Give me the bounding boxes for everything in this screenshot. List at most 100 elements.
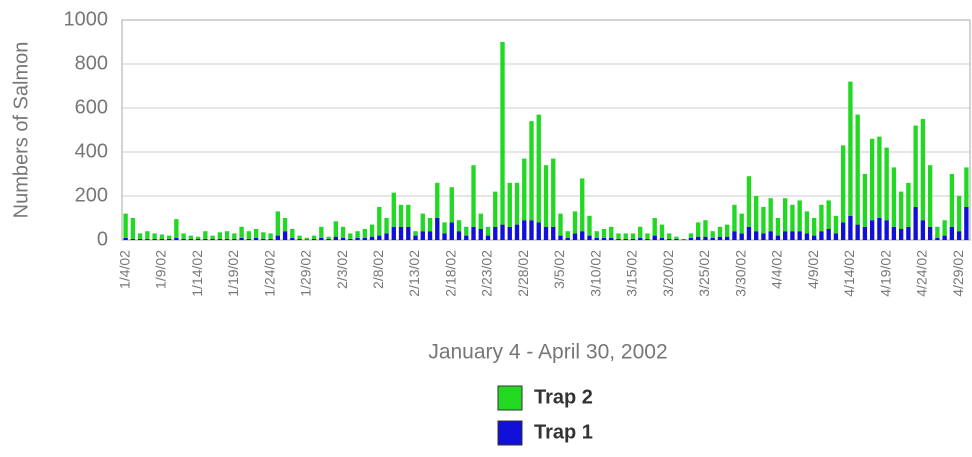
bar-segment [203,239,207,240]
bar-segment [834,233,838,240]
bar-segment [580,231,584,240]
bar-segment [218,232,222,239]
bar-segment [210,236,214,239]
bar-segment [167,239,171,240]
bar-segment [566,231,570,238]
bar-segment [899,192,903,229]
bar-segment [928,227,932,240]
bar-segment [899,229,903,240]
x-tick-label: 2/23/02 [479,250,495,297]
x-tick-label: 4/9/02 [805,250,821,289]
bar-segment [522,159,526,221]
bar-segment [841,222,845,240]
x-tick-label: 3/30/02 [732,250,748,297]
bar-segment [638,238,642,240]
bar-segment [421,231,425,240]
bar-segment [718,237,722,240]
x-tick-label: 1/29/02 [298,250,314,297]
bar-segment [551,227,555,240]
bar-segment [711,238,715,240]
bar-segment [399,227,403,240]
bar-segment [268,239,272,240]
legend-swatch [498,421,522,445]
bar-segment [261,232,265,239]
bar-segment [725,237,729,240]
bar-segment [392,193,396,227]
bar-segment [855,115,859,225]
bar-segment [870,139,874,220]
bar-segment [457,231,461,240]
bar-segment [123,238,127,240]
bar-segment [290,238,294,240]
bar-segment [239,238,243,240]
bar-segment [892,227,896,240]
legend-label: Trap 2 [534,386,593,408]
bar-segment [392,227,396,240]
bar-segment [660,238,664,240]
bar-segment [855,225,859,240]
bar-segment [348,239,352,240]
bar-segment [609,227,613,238]
bar-segment [884,220,888,240]
x-tick-label: 4/19/02 [877,250,893,297]
bar-segment [515,225,519,240]
bar-segment [334,237,338,240]
x-tick-label: 3/10/02 [587,250,603,297]
bar-segment [160,239,164,240]
bar-segment [638,227,642,238]
y-tick-label: 400 [75,140,108,162]
bar-segment [406,205,410,227]
bar-segment [696,222,700,236]
bar-segment [631,233,635,239]
bar-segment [500,42,504,225]
bar-segment [464,227,468,236]
bar-segment [798,200,802,231]
x-tick-label: 1/9/02 [153,250,169,289]
x-tick-label: 4/24/02 [914,250,930,297]
bar-segment [587,216,591,236]
bar-segment [348,233,352,239]
bar-segment [152,239,156,240]
bar-segment [471,165,475,227]
bar-segment [906,227,910,240]
bar-segment [384,218,388,233]
bar-segment [319,238,323,240]
bar-segment [645,233,649,239]
bar-segment [428,218,432,231]
bar-segment [616,239,620,240]
bar-segment [218,239,222,240]
x-tick-label: 2/18/02 [442,250,458,297]
x-tick-label: 4/4/02 [769,250,785,289]
bar-segment [160,235,164,239]
bar-segment [435,218,439,240]
bar-segment [645,239,649,240]
bar-segment [355,238,359,240]
bar-segment [609,238,613,240]
bar-segment [558,214,562,236]
bar-segment [508,183,512,227]
bar-segment [167,236,171,239]
bar-segment [812,218,816,236]
bar-segment [566,238,570,240]
y-tick-label: 200 [75,184,108,206]
bar-segment [450,222,454,240]
bar-segment [703,220,707,237]
bar-segment [921,220,925,240]
bar-segment [740,233,744,240]
bar-segment [283,231,287,240]
bar-segment [783,198,787,231]
bar-segment [906,183,910,227]
bar-segment [544,227,548,240]
bar-segment [319,227,323,238]
bar-segment [950,227,954,240]
bar-segment [805,233,809,240]
bar-segment [783,231,787,240]
bar-segment [413,231,417,235]
bar-segment [406,227,410,240]
bar-segment [696,237,700,240]
legend-label: Trap 1 [534,421,593,443]
bar-segment [384,233,388,240]
bar-segment [826,200,830,229]
y-tick-label: 600 [75,96,108,118]
x-tick-label: 3/5/02 [551,250,567,289]
